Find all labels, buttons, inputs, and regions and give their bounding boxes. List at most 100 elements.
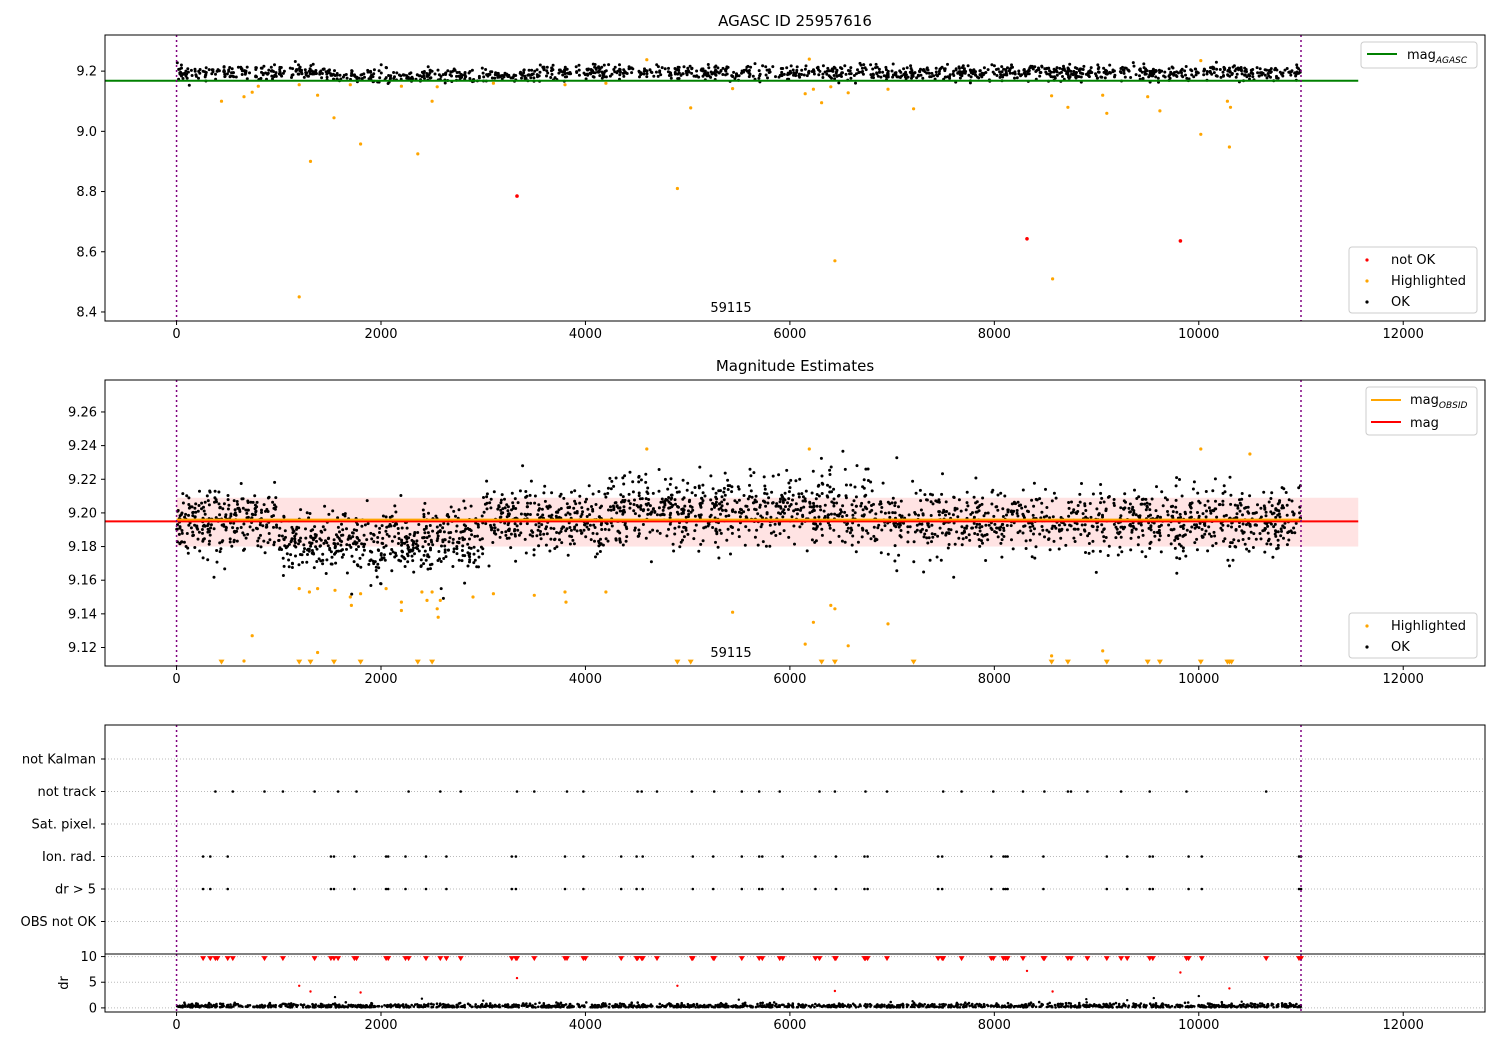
ok-point [1067, 1005, 1070, 1008]
ok-point [1128, 510, 1132, 514]
x-tick-label: 4000 [569, 672, 602, 687]
ok-point [882, 74, 886, 78]
ok-point [185, 494, 189, 498]
ok-point [1020, 73, 1024, 77]
ok-point [753, 498, 757, 502]
ok-point [502, 73, 506, 77]
ok-point [1276, 513, 1280, 517]
clipped-low-marker [1103, 659, 1110, 665]
ok-point [973, 532, 977, 535]
ok-point [1245, 547, 1249, 551]
ok-point [981, 541, 984, 545]
ok-point [879, 75, 883, 79]
ok-point [1218, 68, 1222, 71]
ok-point [756, 543, 760, 547]
ok-point [428, 563, 432, 567]
ok-point [633, 526, 637, 530]
flag-point [711, 887, 715, 891]
ok-point [1149, 513, 1152, 517]
ok-point [1215, 74, 1219, 78]
ok-point [417, 523, 421, 526]
flag-point [1200, 887, 1204, 891]
ok-point [652, 507, 655, 511]
ok-point [187, 83, 191, 87]
ok-point [195, 524, 199, 528]
ok-point [1068, 75, 1072, 79]
ok-point [532, 553, 536, 557]
ok-point [685, 73, 689, 77]
ok-point [356, 564, 360, 568]
ok-point [1003, 494, 1007, 498]
ok-point [881, 70, 885, 74]
ok-point [1141, 76, 1145, 80]
ok-point [1078, 500, 1082, 504]
ok-point [397, 558, 401, 562]
ok-point [1000, 65, 1004, 69]
ok-point [937, 72, 941, 76]
ok-point [414, 546, 418, 550]
ok-point [614, 538, 618, 542]
ok-point [1000, 538, 1004, 542]
ok-point [715, 532, 719, 536]
ok-point [315, 539, 318, 543]
ok-point [717, 507, 721, 511]
ok-point [1091, 525, 1095, 529]
highlighted-point [219, 99, 224, 103]
ok-point [1058, 528, 1062, 532]
ok-point [828, 526, 832, 530]
ok-point [616, 69, 620, 73]
flag-point [866, 887, 869, 891]
ok-point [542, 1002, 546, 1005]
ok-point [1138, 67, 1142, 71]
ok-point [359, 73, 363, 77]
ok-point [351, 542, 355, 546]
ok-point [958, 73, 962, 76]
ok-point [1020, 506, 1024, 510]
ok-point [1283, 521, 1287, 525]
ok-point [482, 510, 486, 514]
ok-point [1220, 528, 1224, 532]
ok-point [857, 70, 861, 74]
ok-point [794, 502, 798, 506]
flag-point [582, 790, 585, 793]
ok-point [794, 508, 798, 512]
ok-point [935, 73, 938, 77]
ok-point [872, 525, 876, 529]
ok-point [683, 504, 687, 508]
ok-point [443, 550, 447, 554]
ok-point [820, 492, 824, 495]
ok-point [652, 74, 656, 78]
ok-point [999, 73, 1003, 77]
ok-point [463, 73, 467, 77]
ok-point [942, 67, 946, 71]
ok-point [639, 507, 643, 511]
ok-point [1122, 71, 1126, 75]
ok-point [676, 68, 679, 72]
ok-point [968, 81, 972, 85]
ok-point [674, 486, 678, 490]
ok-point [180, 531, 184, 535]
ok-point [725, 72, 729, 76]
flag-point [992, 790, 995, 793]
ok-point [812, 501, 815, 505]
ok-point [283, 544, 287, 548]
panel-magnitude-estimates: Magnitude Estimates 0 2000 4000 6000 8000 100… [68, 357, 1486, 687]
ok-point [590, 70, 594, 74]
ok-point [422, 512, 426, 516]
ok-point [1118, 545, 1122, 549]
ok-point [547, 514, 551, 518]
ok-point [470, 68, 474, 72]
ok-point [596, 70, 600, 74]
ok-point [939, 558, 943, 562]
ok-point [415, 73, 419, 77]
ok-point [694, 493, 697, 497]
flag-point [355, 790, 358, 793]
ok-point [819, 508, 823, 512]
ok-point [895, 456, 899, 460]
ok-point [681, 72, 685, 76]
ok-point [477, 76, 481, 80]
ok-point [395, 71, 399, 75]
ok-point [218, 550, 222, 554]
ok-point [923, 532, 927, 536]
ok-point [454, 514, 457, 518]
